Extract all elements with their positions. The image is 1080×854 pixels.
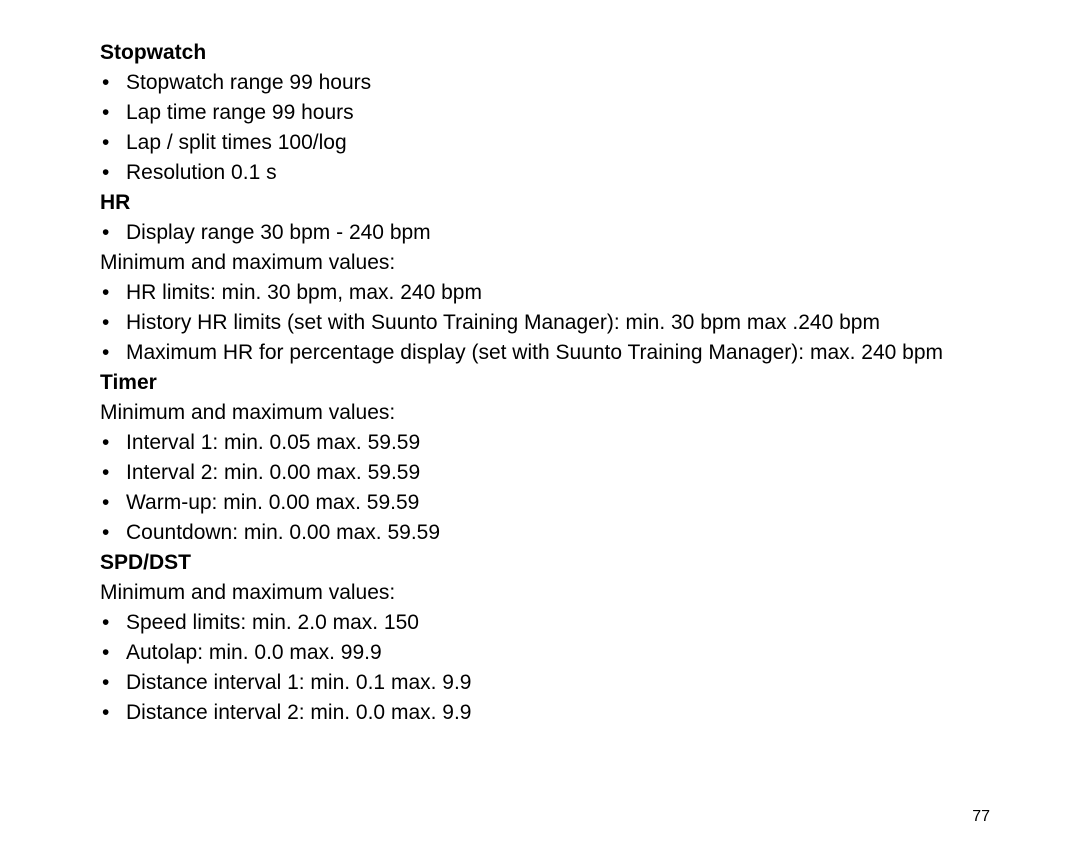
list-item: Resolution 0.1 s — [100, 158, 990, 188]
list-item: Lap time range 99 hours — [100, 98, 990, 128]
hr-list-before: Display range 30 bpm - 240 bpm — [100, 218, 990, 248]
list-item: HR limits: min. 30 bpm, max. 240 bpm — [100, 278, 990, 308]
stopwatch-list: Stopwatch range 99 hours Lap time range … — [100, 68, 990, 188]
list-item: Display range 30 bpm - 240 bpm — [100, 218, 990, 248]
timer-list: Interval 1: min. 0.05 max. 59.59 Interva… — [100, 428, 990, 548]
hr-list-after: HR limits: min. 30 bpm, max. 240 bpm His… — [100, 278, 990, 368]
list-item: Maximum HR for percentage display (set w… — [100, 338, 990, 368]
list-item: Distance interval 2: min. 0.0 max. 9.9 — [100, 698, 990, 728]
list-item: Autolap: min. 0.0 max. 99.9 — [100, 638, 990, 668]
list-item: Lap / split times 100/log — [100, 128, 990, 158]
list-item: Stopwatch range 99 hours — [100, 68, 990, 98]
list-item: Warm-up: min. 0.00 max. 59.59 — [100, 488, 990, 518]
list-item: Interval 1: min. 0.05 max. 59.59 — [100, 428, 990, 458]
page-number: 77 — [972, 808, 990, 826]
section-title-spddst: SPD/DST — [100, 548, 990, 578]
list-item: Interval 2: min. 0.00 max. 59.59 — [100, 458, 990, 488]
list-item: Countdown: min. 0.00 max. 59.59 — [100, 518, 990, 548]
spddst-intro: Minimum and maximum values: — [100, 578, 990, 608]
timer-intro: Minimum and maximum values: — [100, 398, 990, 428]
section-title-stopwatch: Stopwatch — [100, 38, 990, 68]
section-title-hr: HR — [100, 188, 990, 218]
hr-intro: Minimum and maximum values: — [100, 248, 990, 278]
list-item: History HR limits (set with Suunto Train… — [100, 308, 990, 338]
list-item: Speed limits: min. 2.0 max. 150 — [100, 608, 990, 638]
section-title-timer: Timer — [100, 368, 990, 398]
manual-page: Stopwatch Stopwatch range 99 hours Lap t… — [0, 0, 1080, 854]
list-item: Distance interval 1: min. 0.1 max. 9.9 — [100, 668, 990, 698]
spddst-list: Speed limits: min. 2.0 max. 150 Autolap:… — [100, 608, 990, 728]
